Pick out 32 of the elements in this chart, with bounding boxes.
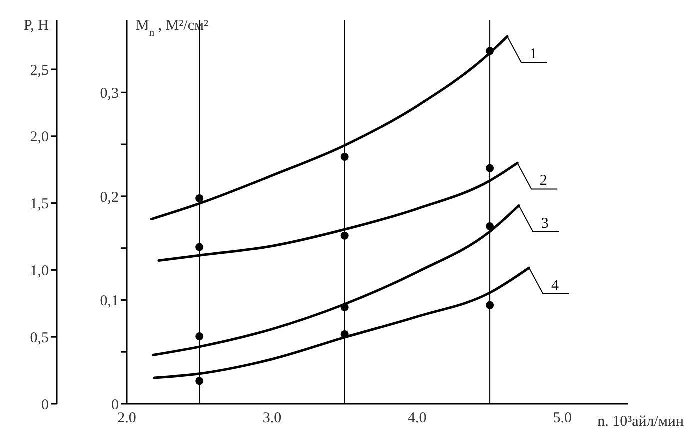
- series-label: 1: [530, 46, 538, 63]
- y2-axis-title: P, H: [24, 18, 50, 34]
- y2-tick-label: 1,0: [30, 264, 49, 280]
- y2-tick-label: 1,5: [30, 196, 49, 213]
- x-tick-label: 5.0: [553, 410, 572, 427]
- y-tick-label: 0: [112, 397, 119, 414]
- x-tick-label: 2.0: [118, 410, 136, 427]
- point: [486, 222, 494, 231]
- y-tick-label: 0,3: [100, 86, 119, 102]
- x-tick-label: 4.0: [408, 410, 427, 427]
- y2-tick-label: 2,5: [30, 62, 49, 79]
- series-label: 3: [541, 216, 549, 232]
- x-tick-label: 3.0: [262, 410, 282, 427]
- point: [486, 47, 494, 56]
- point: [340, 232, 349, 240]
- y-tick-label: 0,2: [100, 190, 119, 206]
- series-label: 2: [540, 173, 548, 190]
- point: [486, 164, 494, 172]
- point: [340, 303, 349, 312]
- point: [196, 194, 204, 203]
- y2-tick-label: 0,5: [30, 330, 49, 346]
- point: [196, 243, 204, 252]
- y-tick-label: 0,1: [100, 294, 119, 310]
- y2-tick-label: 0: [42, 397, 49, 414]
- point: [486, 301, 494, 310]
- point: [196, 377, 204, 386]
- point: [196, 332, 204, 341]
- point: [340, 330, 349, 338]
- x-axis-title: n. 10³айл/мин: [598, 414, 684, 430]
- series-label: 4: [552, 278, 560, 294]
- point: [340, 152, 349, 161]
- y2-tick-label: 2,0: [30, 130, 49, 146]
